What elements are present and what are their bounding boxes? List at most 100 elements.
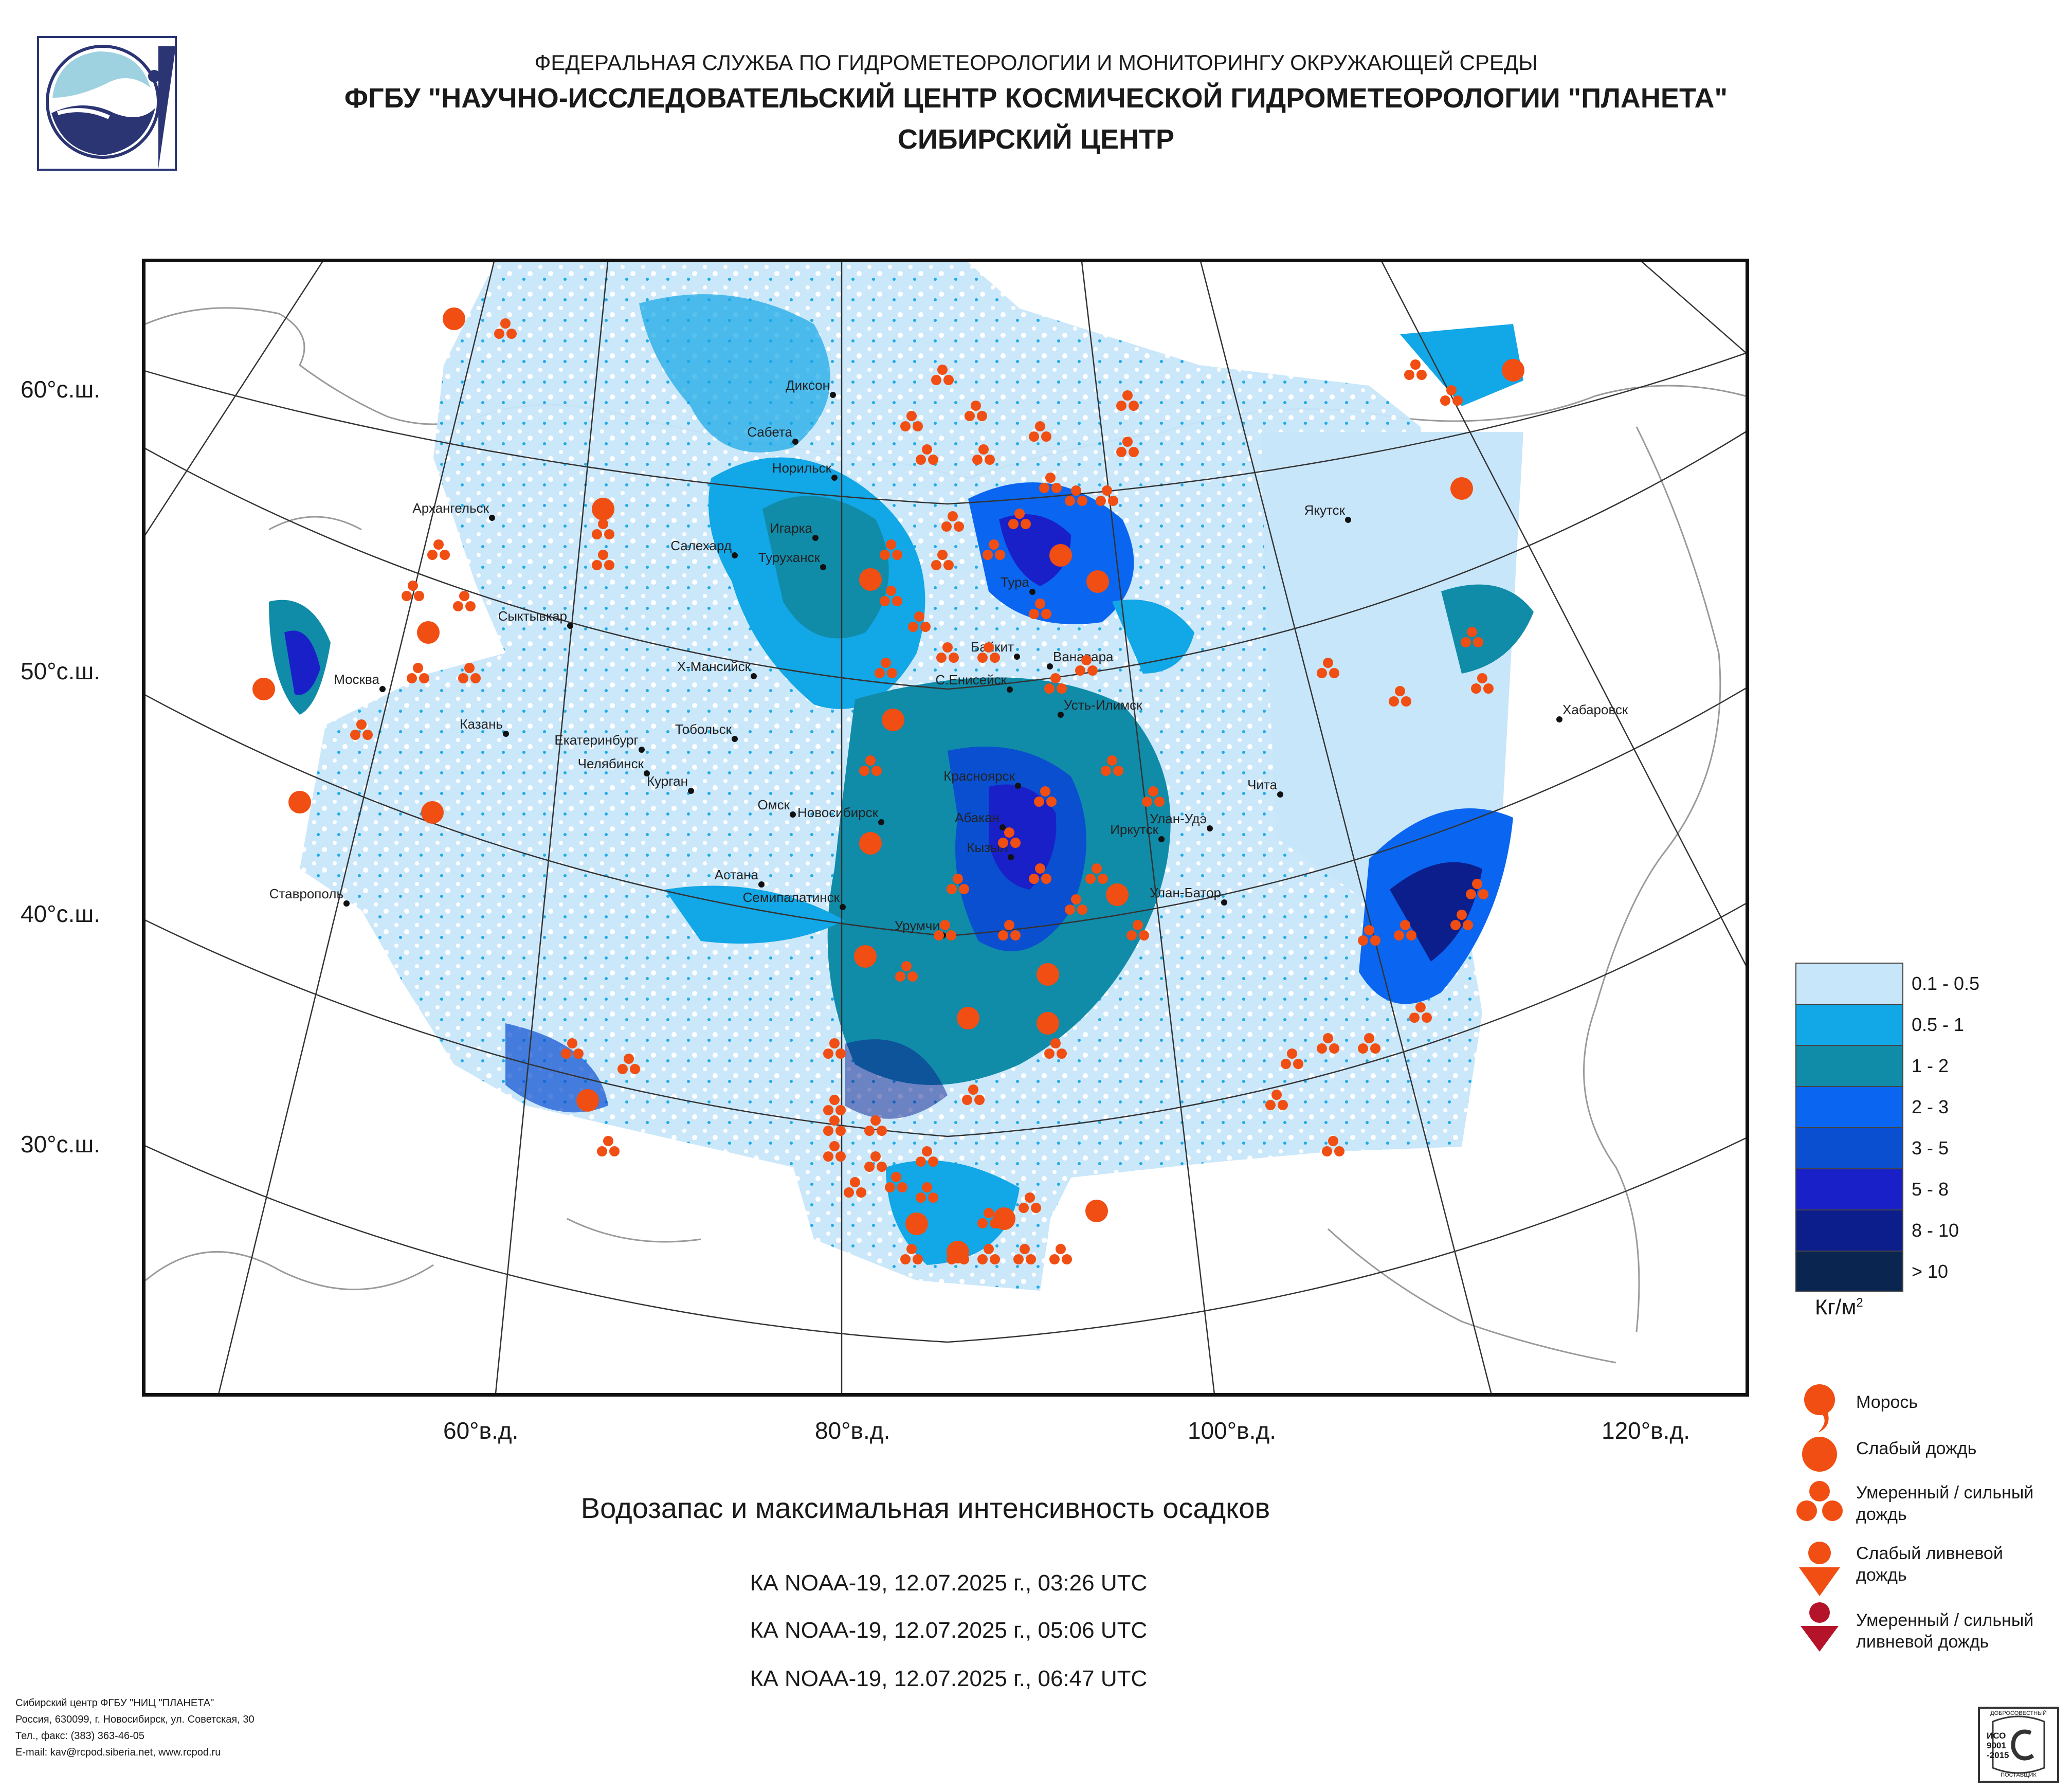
- city-layer: Диксон Сабета Норильск Архангельск Игарка Сал…: [269, 377, 1628, 938]
- iso-certification-badge: ДОБРОСОВЕСТНЫЙ ИСО 9001 -2015 ПОСТАВЩИК: [1977, 1706, 2060, 1783]
- city-label: Абакан: [955, 810, 999, 825]
- footer-line: Россия, 630099, г. Новосибирск, ул. Сове…: [15, 1714, 255, 1725]
- moderate-rain-symbol: [931, 365, 954, 385]
- moderate-rain-symbol: [859, 755, 882, 776]
- city-marker: [878, 819, 884, 825]
- legend-swatch: [1795, 1086, 1903, 1127]
- city-marker: [639, 747, 645, 753]
- symbol-label-light-rain: Слабый дождь: [1856, 1439, 1977, 1458]
- moderate-rain-symbol: [1317, 658, 1339, 678]
- city-marker: [1029, 589, 1035, 595]
- light-rain-symbol: [1502, 359, 1524, 382]
- legend-range-label: 3 - 5: [1912, 1137, 1949, 1159]
- moderate-rain-symbol: [936, 642, 959, 663]
- city-marker: [1556, 716, 1562, 722]
- city-label: Хабаровск: [1562, 702, 1628, 717]
- legend-swatch: [1795, 1209, 1903, 1251]
- moderate-rain-symbol: [916, 1182, 938, 1203]
- moderate-rain-symbol: [1317, 1033, 1339, 1054]
- city-label: Семипалатинск: [743, 890, 840, 905]
- water-content-legend: [1795, 963, 1903, 1292]
- city-marker: [1058, 712, 1064, 718]
- moderate-rain-symbol: [908, 611, 931, 632]
- city-label: Чита: [1247, 777, 1277, 792]
- moderate-rain-symbol: [458, 663, 481, 683]
- city-label: Норильск: [772, 460, 832, 476]
- light-rain-symbol: [1037, 1012, 1059, 1035]
- city-marker: [792, 439, 798, 445]
- moderate-rain-symbol: [962, 1084, 985, 1105]
- city-marker: [1207, 825, 1213, 831]
- light-rain-symbol: [1085, 1200, 1108, 1222]
- city-marker: [489, 515, 495, 521]
- city-marker: [758, 881, 765, 888]
- city-label: Игарка: [770, 520, 812, 536]
- moderate-rain-symbol: [1450, 910, 1473, 930]
- city-label: Москва: [334, 672, 379, 687]
- city-marker: [732, 552, 738, 558]
- pass-line-1: КА NOAA-19, 12.07.2025 г., 03:26 UTC: [750, 1570, 1148, 1596]
- moderate-rain-symbol: [494, 318, 517, 339]
- legend-swatch: [1795, 1004, 1903, 1045]
- symbol-legend-icons: [1791, 1375, 1848, 1653]
- moderate-rain-symbol: [1116, 390, 1139, 411]
- moderate-rain-symbol: [597, 1136, 620, 1156]
- city-marker: [644, 770, 650, 776]
- moderate-rain-symbol: [864, 1115, 887, 1136]
- light-rain-icon: [1802, 1437, 1837, 1472]
- city-marker: [343, 900, 350, 907]
- city-marker: [751, 673, 757, 679]
- moderate-rain-symbol: [407, 663, 429, 683]
- light-rain-symbol: [417, 621, 440, 644]
- symbol-label-light-shower: Слабый ливневой дождь: [1856, 1544, 2003, 1585]
- moderate-rain-symbol: [864, 1151, 887, 1172]
- moderate-rain-symbol: [844, 1177, 866, 1198]
- city-marker: [379, 686, 386, 692]
- city-marker: [830, 392, 836, 398]
- city-marker: [820, 564, 826, 570]
- city-label: С.Енисейск: [935, 672, 1007, 688]
- light-rain-symbol: [957, 1007, 979, 1029]
- lat-label-50: 50°с.ш.: [21, 658, 101, 684]
- moderate-rain-symbol: [1394, 920, 1416, 940]
- lat-label-30: 30°с.ш.: [21, 1131, 101, 1157]
- symbol-label-heavy-shower: Умеренный / сильный ливневой дождь: [1856, 1611, 2034, 1652]
- moderate-rain-symbol: [823, 1115, 846, 1136]
- moderate-rain-symbol: [1034, 786, 1057, 807]
- city-marker: [999, 824, 1006, 830]
- moderate-rain-symbol: [900, 411, 923, 431]
- moderate-rain-symbol: [1019, 1192, 1041, 1213]
- moderate-rain-symbol: [1126, 920, 1149, 940]
- legend-range-label: 8 - 10: [1912, 1220, 1959, 1241]
- symbol-label-moderate-rain: Умеренный / сильный дождь: [1856, 1483, 2034, 1524]
- city-marker: [812, 535, 819, 541]
- moderate-rain-symbol: [1044, 1038, 1067, 1059]
- light-rain-symbol: [859, 568, 882, 591]
- city-label: Астана: [715, 867, 759, 882]
- map-canvas: Диксон Сабета Норильск Архангельск Игарка Сал…: [146, 262, 1746, 1393]
- moderate-rain-symbol: [1049, 1244, 1072, 1264]
- legend-range-label: 0.1 - 0.5: [1912, 973, 1980, 994]
- moderate-rain-symbol: [934, 920, 956, 940]
- lon-label-80: 80°в.д.: [815, 1417, 890, 1444]
- city-marker: [503, 731, 509, 737]
- moderate-rain-symbol: [592, 550, 614, 570]
- lat-label-40: 40°с.ш.: [21, 900, 101, 927]
- moderate-rain-symbol: [916, 1146, 938, 1167]
- city-label: Усть-Илимск: [1064, 697, 1142, 713]
- legend-range-label: 0.5 - 1: [1912, 1014, 1965, 1035]
- city-marker: [732, 736, 738, 742]
- unit-label: Кг/м2: [1815, 1295, 1863, 1319]
- legend-range-label: > 10: [1912, 1261, 1949, 1282]
- moderate-rain-symbol: [947, 1244, 969, 1264]
- moderate-rain-symbol: [1065, 485, 1087, 506]
- agency-line: ФЕДЕРАЛЬНАЯ СЛУЖБА ПО ГИДРОМЕТЕОРОЛОГИИ …: [534, 50, 1538, 75]
- city-label: Новосибирск: [797, 805, 879, 820]
- city-label: Тура: [1001, 574, 1030, 590]
- city-label: Иркутск: [1110, 822, 1158, 837]
- moderate-rain-symbol: [998, 827, 1021, 848]
- moderate-rain-symbol: [977, 1208, 1000, 1228]
- moderate-rain-symbol: [947, 874, 969, 894]
- legend-swatch: [1795, 1168, 1903, 1209]
- moderate-rain-symbol: [977, 642, 1000, 663]
